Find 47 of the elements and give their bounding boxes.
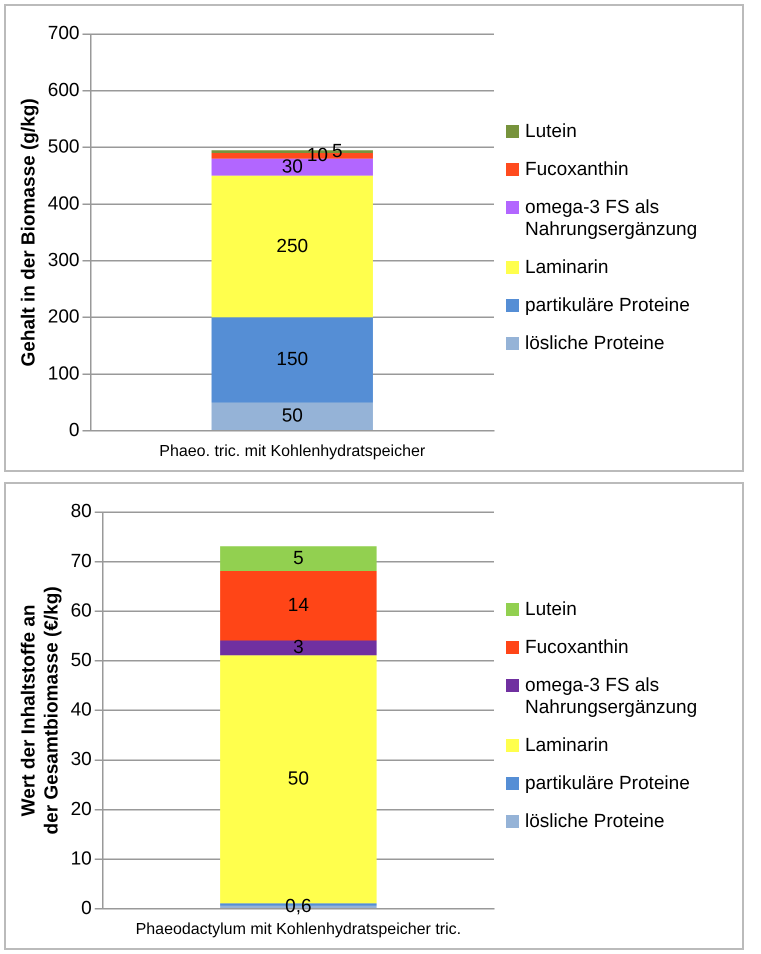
bar [220,640,377,656]
legend-label: lösliche Proteine [525,333,664,355]
legend-label: Lutein [525,121,577,143]
legend-label: Laminarin [525,257,608,279]
bar [212,317,373,402]
y-tick-label: 80 [70,501,92,522]
legend-label: Fucoxanthin [525,637,629,659]
y-tick-label: 200 [48,306,80,328]
y-tick-label: 50 [70,650,92,672]
legend-label: Laminarin [525,735,608,757]
legend-label: omega-3 FS als Nahrungsergänzung [525,197,698,241]
data-label: 50 [282,405,303,426]
y-axis-title: Wert der Inhaltstoffe an der Gesamtbiomasse (€/kg) [18,586,62,834]
legend-label: Fucoxanthin [525,159,629,181]
data-label: 250 [276,236,308,257]
legend-label: partikuläre Proteine [525,773,690,795]
data-label: 14 [288,594,310,616]
x-tick-label: Phaeodactylum mit Kohlenhydratspeicher tric. [136,920,462,938]
y-tick-label: 100 [48,363,80,384]
data-label: 3 [293,637,304,658]
x-tick-label: Phaeo. tric. mit Kohlenhydratspeicher [159,442,426,460]
y-tick-label: 500 [48,136,80,158]
y-tick-label: 60 [70,600,92,622]
y-tick-label: 0 [81,898,92,920]
legend-label: Lutein [525,599,577,621]
y-axis-title: Gehalt in der Biomasse (g/kg) [18,98,40,366]
data-label: 5 [293,548,304,569]
data-label: 30 [282,156,303,178]
y-tick-label: 20 [70,798,92,820]
legend-label: partikuläre Proteine [525,295,690,317]
y-tick-label: 0 [68,420,80,442]
y-tick-label: 600 [48,80,80,101]
bar [212,176,373,318]
legend-label: omega-3 FS als Nahrungsergänzung [525,675,698,719]
y-tick-label: 400 [48,193,80,214]
data-label: 50 [288,768,309,790]
y-tick-label: 300 [48,250,80,271]
y-tick-label: 40 [70,700,92,721]
y-tick-label: 10 [70,848,92,870]
y-tick-label: 700 [48,23,80,44]
legend-label: lösliche Proteine [525,811,664,833]
data-label: 150 [276,349,308,370]
bar [220,546,377,572]
bar [212,402,373,430]
y-tick-label: 30 [70,749,92,770]
bar [220,571,377,640]
y-tick-label: 70 [70,550,92,572]
